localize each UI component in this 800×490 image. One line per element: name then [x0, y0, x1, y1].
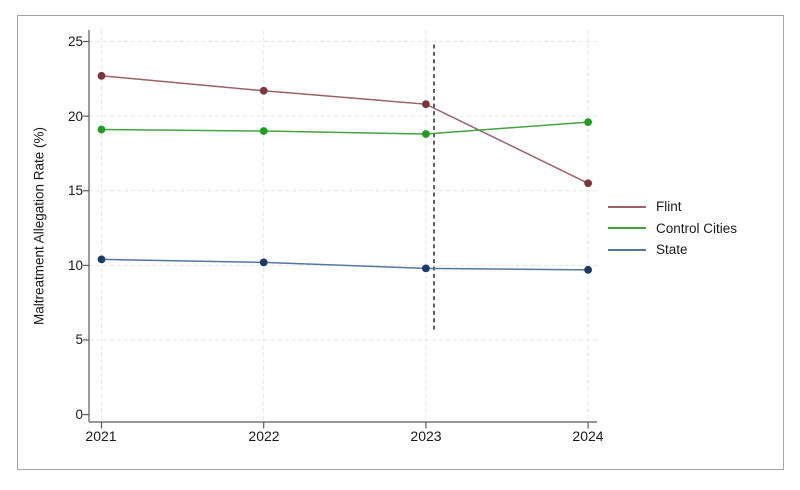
legend-label-flint: Flint	[656, 199, 682, 215]
legend-swatch-control-cities	[608, 227, 646, 230]
series-marker-state-2022	[259, 258, 268, 267]
x-tick-label-2023: 2023	[410, 428, 442, 444]
legend-swatch-state	[608, 248, 646, 251]
x-tick-label-2024: 2024	[572, 428, 604, 444]
series-marker-flint-2023	[422, 100, 430, 109]
series-marker-state-2021	[97, 255, 106, 264]
legend-swatch-flint	[608, 205, 646, 208]
legend-item-flint: Flint	[608, 196, 737, 218]
series-marker-control-cities-2024	[584, 118, 592, 126]
y-tick-label-25: 25	[67, 34, 83, 49]
legend: Flint Control Cities State	[608, 196, 737, 261]
legend-item-state: State	[608, 239, 737, 261]
legend-label-state: State	[656, 242, 688, 258]
series-marker-control-cities-2021	[97, 125, 106, 134]
y-tick-label-10: 10	[67, 258, 83, 273]
y-tick-label-15: 15	[67, 183, 83, 198]
series-marker-flint-2024	[584, 179, 592, 188]
series-marker-flint-2022	[259, 86, 268, 95]
series-marker-flint-2021	[97, 71, 106, 80]
y-axis-title: Maltreatment Allegation Rate (%)	[31, 126, 47, 326]
chart-frame	[17, 15, 784, 470]
series-marker-state-2023	[422, 264, 430, 273]
x-tick-label-2021: 2021	[85, 428, 117, 444]
legend-label-control-cities: Control Cities	[656, 220, 738, 236]
series-line-state	[101, 258, 589, 271]
series-line-flint	[101, 75, 589, 184]
series-line-control-cities	[101, 121, 589, 135]
y-tick-label-0: 0	[75, 407, 83, 422]
legend-item-control-cities: Control Cities	[608, 218, 737, 240]
series-marker-control-cities-2023	[422, 130, 430, 138]
series-marker-control-cities-2022	[259, 127, 268, 135]
y-tick-label-5: 5	[75, 332, 83, 347]
series-marker-state-2024	[584, 265, 592, 274]
x-tick-label-2022: 2022	[248, 428, 280, 444]
y-tick-label-20: 20	[67, 109, 83, 124]
